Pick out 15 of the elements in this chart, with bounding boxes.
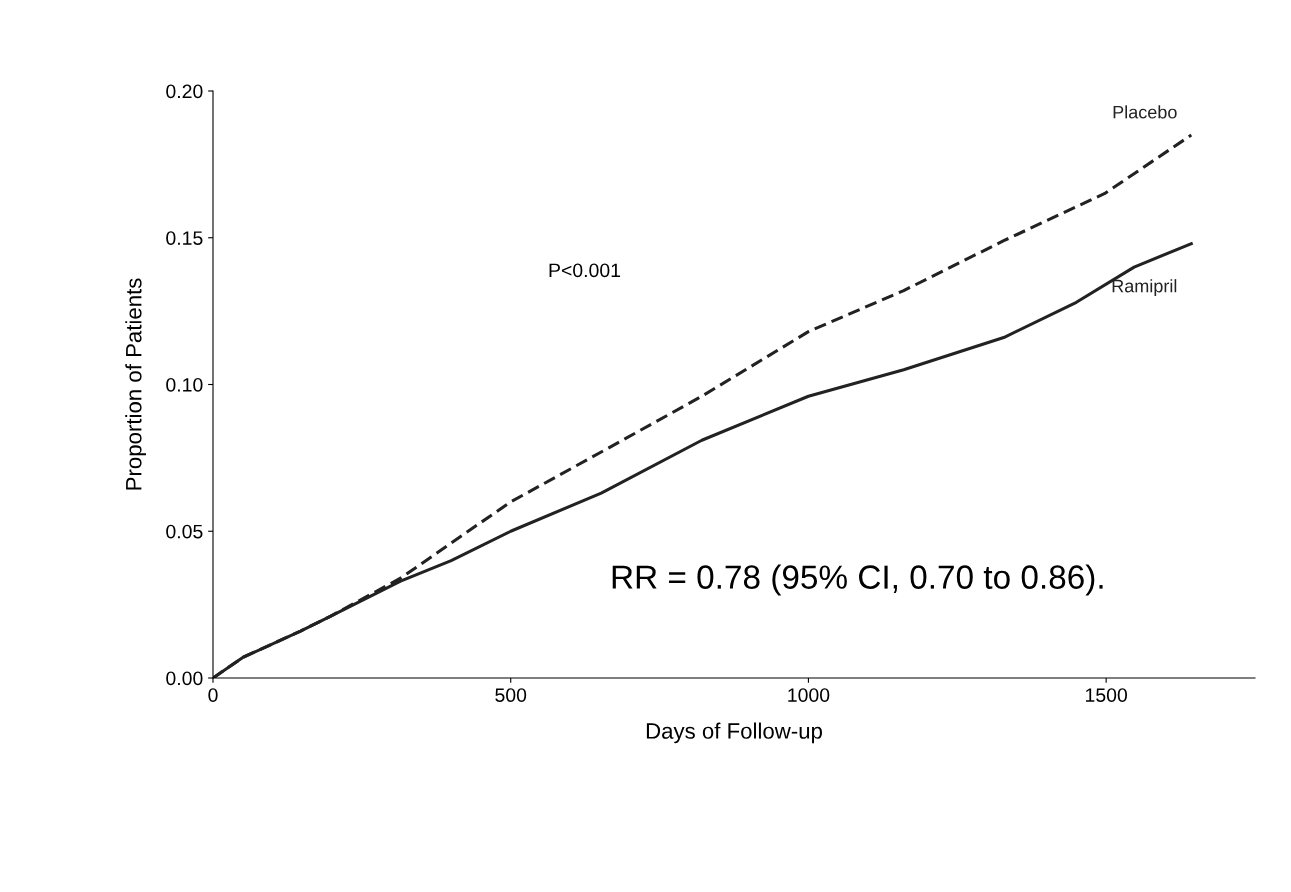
annotation: RR = 0.78 (95% CI, 0.70 to 0.86).: [612, 564, 1103, 596]
y-tick-label: 0.15: [166, 231, 203, 245]
series-label: Placebo: [1113, 105, 1177, 119]
y-tick-label: 0.10: [166, 377, 203, 392]
y-axis-title: Proportion of Patients: [125, 278, 146, 490]
x-tick-label: 500: [495, 688, 527, 702]
y-tick-label: 0.00: [166, 671, 203, 686]
x-tick-label: 0: [208, 688, 218, 702]
series-label: Ramipril: [1112, 279, 1177, 296]
y-tick-label: 0.05: [166, 524, 203, 539]
y-tick-label: 0.20: [166, 84, 203, 99]
x-tick-label: 1500: [1086, 688, 1128, 702]
x-tick-label: 1000: [788, 688, 830, 702]
annotation: P<0.001: [549, 263, 621, 278]
x-axis-title: Days of Follow-up: [646, 722, 822, 744]
